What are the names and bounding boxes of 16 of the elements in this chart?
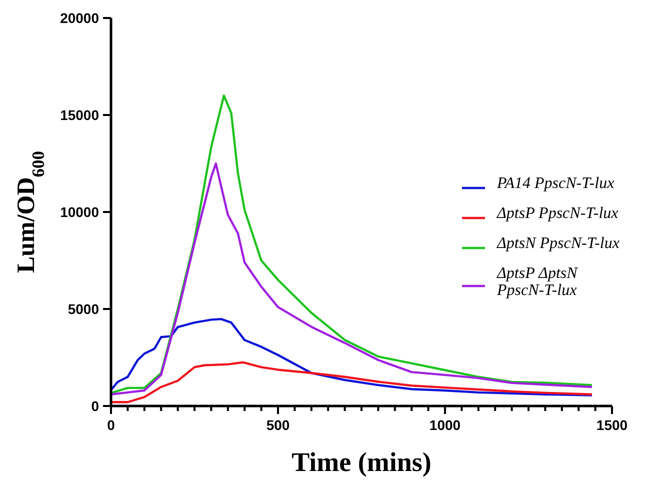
legend-label: ΔptsN PpscN-T-lux	[496, 235, 620, 252]
legend-label: ΔptsP PpscN-T-lux	[496, 205, 618, 222]
y-tick-label: 15000	[60, 106, 100, 123]
line-series	[110, 318, 594, 396]
x-axis-title: Time (mins)	[292, 447, 432, 477]
x-tick-label: 1500	[596, 417, 628, 433]
line-series	[110, 361, 594, 404]
y-tick-label: 20000	[60, 10, 100, 26]
y-tick-label: 5000	[68, 300, 100, 317]
y-tick-label: 0	[91, 398, 100, 414]
x-tick-label: 0	[107, 417, 116, 433]
y-tick-label: 10000	[60, 204, 100, 220]
legend-label: PA14 PpscN-T-lux	[496, 175, 614, 192]
x-tick-label: 500	[266, 417, 290, 433]
legend-label: ΔptsP ΔptsN PpscN-T-lux	[496, 265, 579, 299]
x-tick-label: 1000	[429, 417, 461, 433]
